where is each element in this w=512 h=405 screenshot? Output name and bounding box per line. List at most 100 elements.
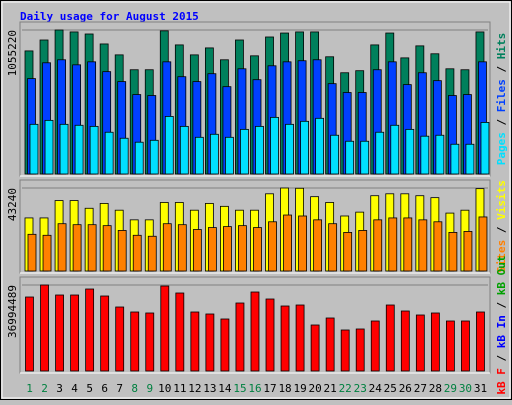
x-tick-label: 14	[218, 382, 232, 395]
bar	[313, 219, 323, 272]
legend-entry: Sites	[495, 240, 508, 273]
bar	[250, 291, 260, 372]
x-tick-label: 13	[203, 382, 216, 395]
bar	[207, 227, 217, 272]
bar	[57, 223, 67, 272]
x-tick-label: 5	[86, 382, 93, 395]
bar	[147, 235, 157, 272]
bar	[300, 120, 309, 175]
bar	[130, 311, 140, 372]
bar	[190, 311, 200, 372]
legend-separator: /	[495, 59, 508, 79]
bar	[385, 304, 395, 372]
bar	[87, 224, 97, 272]
bar	[253, 227, 262, 272]
x-tick-label: 16	[248, 382, 261, 395]
bar	[280, 305, 290, 372]
bar	[268, 221, 277, 272]
bar	[480, 122, 490, 175]
bar	[164, 116, 174, 175]
bar	[102, 225, 112, 272]
bar	[340, 329, 350, 372]
bar	[310, 324, 320, 372]
bar	[343, 231, 353, 272]
x-tick-label: 2	[41, 382, 48, 395]
x-tick-label: 25	[384, 382, 397, 395]
x-tick-label: 6	[101, 382, 108, 395]
bar	[370, 320, 380, 372]
legend: Sites / Visits	[495, 180, 508, 273]
bar	[240, 128, 249, 175]
bar	[134, 141, 144, 175]
legend-entry: kB Out	[495, 255, 508, 295]
bar	[478, 216, 488, 272]
bar	[192, 229, 202, 272]
bar	[345, 140, 355, 175]
bar	[40, 284, 49, 372]
bar	[463, 231, 473, 272]
bar	[328, 223, 338, 272]
bar	[330, 134, 340, 175]
bar	[117, 230, 127, 272]
bar	[100, 295, 110, 372]
bar	[415, 314, 425, 372]
bar	[358, 230, 368, 272]
x-tick-label: 7	[116, 382, 123, 395]
bar	[403, 217, 413, 272]
bar	[315, 117, 325, 175]
x-tick-label: 31	[474, 382, 487, 395]
bar	[59, 123, 69, 175]
bar	[175, 292, 185, 372]
x-tick-label: 12	[188, 382, 201, 395]
legend-entry: Hits	[495, 33, 508, 60]
bar	[433, 221, 443, 272]
bar	[446, 320, 455, 372]
bar	[238, 225, 247, 272]
bar	[270, 116, 279, 175]
bar	[220, 318, 230, 372]
bevel	[1, 1, 511, 399]
bar	[418, 219, 428, 272]
bar	[104, 131, 114, 175]
legend: Pages / Files / Hits	[495, 33, 508, 166]
bar	[145, 312, 155, 372]
bar	[405, 128, 415, 175]
bar	[89, 125, 99, 175]
bar	[85, 288, 95, 372]
x-tick-label: 24	[369, 382, 383, 395]
bar	[265, 298, 275, 372]
bar	[179, 125, 189, 175]
y-tick-label: 43240	[6, 188, 19, 221]
x-tick-label: 26	[399, 382, 412, 395]
bar	[115, 306, 125, 372]
bar	[461, 320, 470, 372]
x-tick-label: 8	[131, 382, 138, 395]
y-tick-label: 36994489	[6, 285, 19, 338]
legend-separator: /	[495, 295, 508, 315]
x-tick-label: 15	[233, 382, 246, 395]
bar	[448, 231, 458, 272]
bar	[223, 226, 232, 272]
bar	[298, 215, 307, 272]
legend-entry: kB In	[495, 315, 508, 348]
x-tick-label: 28	[429, 382, 442, 395]
bar	[295, 304, 305, 372]
bar	[42, 234, 52, 272]
bar	[205, 313, 215, 372]
bar	[255, 125, 264, 175]
x-tick-label: 22	[339, 382, 352, 395]
x-tick-label: 17	[263, 382, 276, 395]
x-tick-label: 23	[354, 382, 367, 395]
x-tick-label: 20	[309, 382, 322, 395]
x-tick-label: 21	[324, 382, 337, 395]
legend-separator: /	[495, 112, 508, 132]
bar	[70, 294, 79, 372]
bar	[149, 139, 159, 175]
x-tick-label: 11	[173, 382, 186, 395]
legend-separator: /	[495, 220, 508, 240]
bar	[450, 143, 460, 175]
bar	[177, 224, 187, 272]
legend: kB F / kB In / kB Out	[495, 255, 508, 394]
legend-entry: kB F	[495, 368, 508, 395]
